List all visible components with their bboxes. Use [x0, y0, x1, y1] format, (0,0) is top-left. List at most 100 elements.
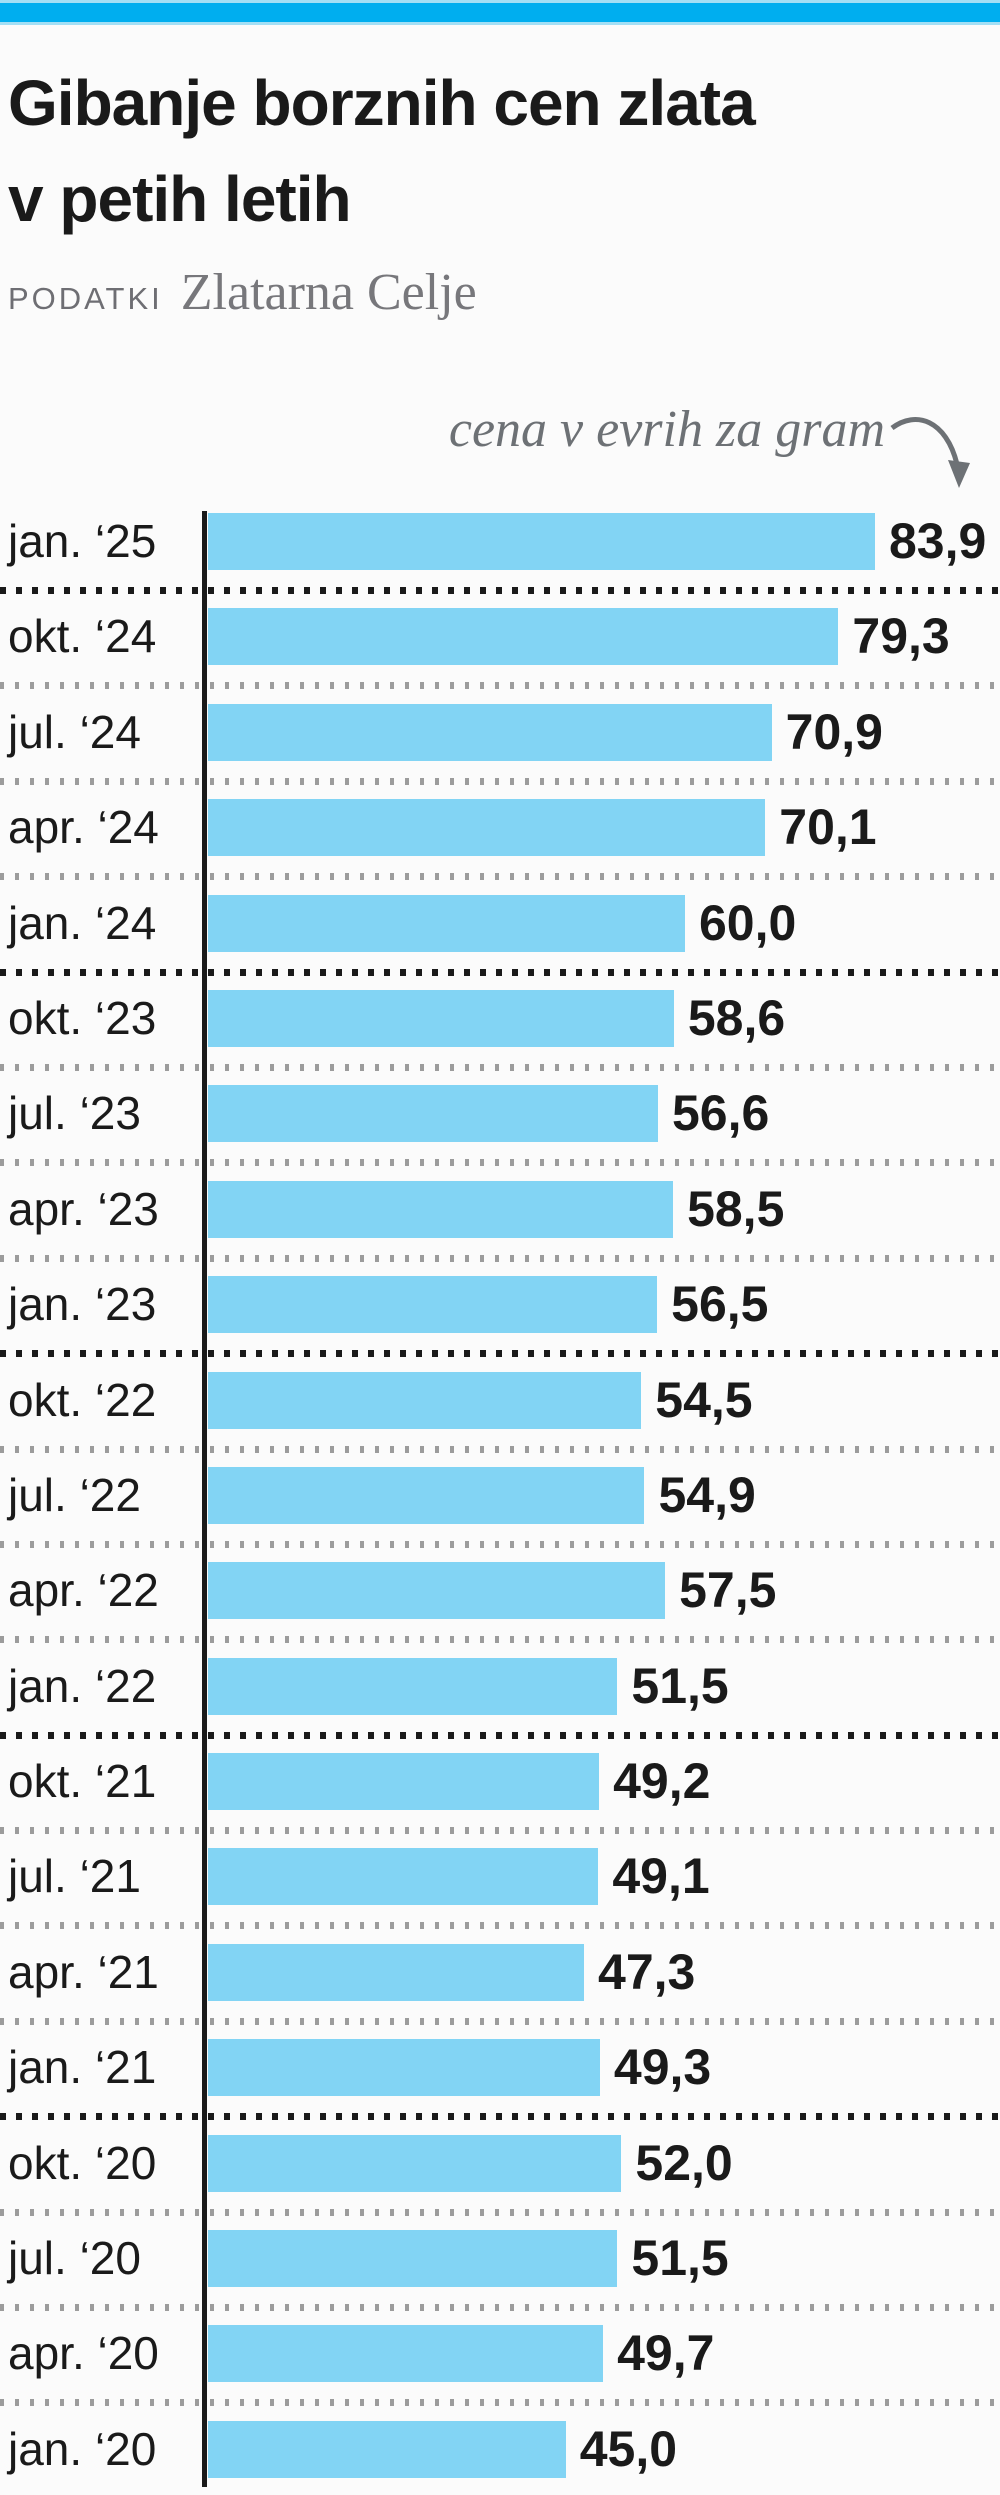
chart-row: jan. ‘23 56,5 — [0, 1266, 1000, 1361]
row-date-label: jul. ‘22 — [8, 1468, 141, 1521]
source-line: PODATKI Zlatarna Celje — [8, 263, 1000, 322]
bar-chart: jan. ‘25 83,9 okt. ‘24 79,3 jul. ‘24 70,… — [0, 503, 1000, 2495]
row-bar-area: 45,0 — [208, 2420, 1000, 2478]
chart-row: jan. ‘20 45,0 — [0, 2411, 1000, 2495]
bar-value-label: 49,3 — [613, 2039, 712, 2096]
title-line-1: Gibanje borznih cen zlata — [8, 67, 756, 139]
bar — [208, 1085, 658, 1143]
axis-unit-annotation: cena v evrih za gram — [448, 401, 885, 458]
bar-value-label: 49,2 — [613, 1753, 711, 1810]
row-separator — [0, 1731, 1000, 1739]
bar — [208, 2134, 622, 2192]
bar-value-label: 79,3 — [852, 608, 950, 665]
bar-value-label: 51,5 — [631, 2230, 729, 2287]
row-separator — [0, 2113, 1000, 2121]
chart-row: jan. ‘21 49,3 — [0, 2029, 1000, 2124]
bar-value-label: 70,9 — [785, 703, 883, 760]
row-date-label: jan. ‘24 — [8, 896, 157, 949]
row-bar-area: 51,5 — [208, 1657, 1000, 1715]
row-date-label: jan. ‘21 — [8, 2041, 157, 2094]
bar-value-label: 70,1 — [779, 799, 877, 856]
row-bar-area: 58,5 — [208, 1180, 1000, 1238]
row-date-label: apr. ‘23 — [8, 1182, 159, 1235]
bar — [208, 1466, 645, 1524]
row-bar-area: 70,1 — [208, 799, 1000, 857]
header: Gibanje borznih cen zlata v petih letih P… — [0, 0, 1000, 322]
row-separator — [0, 2017, 1000, 2025]
bar — [208, 1848, 599, 1906]
row-bar-area: 49,7 — [208, 2325, 1000, 2383]
row-date-label: okt. ‘23 — [8, 991, 157, 1044]
row-date-label: apr. ‘21 — [8, 1945, 159, 1998]
row-date-label: okt. ‘22 — [8, 1373, 157, 1426]
row-date-label: jan. ‘23 — [8, 1278, 157, 1331]
row-separator — [0, 1350, 1000, 1358]
chart-row: jan. ‘24 60,0 — [0, 885, 1000, 980]
bar — [208, 894, 685, 952]
row-date-label: okt. ‘21 — [8, 1755, 157, 1808]
row-date-label: apr. ‘24 — [8, 801, 159, 854]
row-bar-area: 58,6 — [208, 989, 1000, 1047]
chart-row: jan. ‘22 51,5 — [0, 1648, 1000, 1743]
chart-row: apr. ‘22 57,5 — [0, 1552, 1000, 1647]
row-separator — [0, 2399, 1000, 2407]
row-date-label: okt. ‘24 — [8, 610, 157, 663]
chart-row: okt. ‘24 79,3 — [0, 598, 1000, 693]
chart-row: jul. ‘22 54,9 — [0, 1457, 1000, 1552]
annotation-zone: cena v evrih za gram — [0, 312, 1000, 503]
row-separator — [0, 1827, 1000, 1835]
bar — [208, 2325, 604, 2383]
bar-value-label: 58,5 — [687, 1180, 785, 1237]
chart-row: jul. ‘24 70,9 — [0, 694, 1000, 789]
chart-row: okt. ‘20 52,0 — [0, 2125, 1000, 2220]
row-date-label: apr. ‘22 — [8, 1564, 159, 1617]
bar — [208, 703, 772, 761]
row-separator — [0, 587, 1000, 594]
top-accent-bar — [0, 0, 1000, 25]
chart-row: jan. ‘25 83,9 — [0, 503, 1000, 598]
row-bar-area: 49,1 — [208, 1848, 1000, 1906]
title-line-2: v petih letih — [8, 163, 352, 235]
bar-value-label: 56,5 — [671, 1276, 769, 1333]
row-separator — [0, 968, 1000, 976]
bar — [208, 513, 875, 570]
bar-value-label: 49,7 — [617, 2325, 715, 2382]
bar-value-label: 58,6 — [687, 989, 786, 1046]
row-separator — [0, 1445, 1000, 1453]
row-date-label: okt. ‘20 — [8, 2136, 157, 2189]
bar — [208, 799, 766, 857]
row-separator — [0, 1636, 1000, 1644]
row-bar-area: 49,2 — [208, 1753, 1000, 1811]
bar — [208, 608, 839, 666]
curved-arrow-down-icon — [890, 417, 970, 488]
row-separator — [0, 1063, 1000, 1071]
y-axis-line — [202, 511, 207, 2487]
row-separator — [0, 1254, 1000, 1262]
bar-value-label: 45,0 — [579, 2420, 678, 2477]
bar — [208, 1943, 585, 2001]
row-bar-area: 49,3 — [208, 2039, 1000, 2097]
bar — [208, 1276, 658, 1334]
row-date-label: jan. ‘20 — [8, 2422, 157, 2475]
chart-row: okt. ‘22 54,5 — [0, 1362, 1000, 1457]
row-bar-area: 51,5 — [208, 2230, 1000, 2288]
row-bar-area: 56,6 — [208, 1085, 1000, 1143]
bar-value-label: 54,9 — [658, 1466, 756, 1523]
chart-rows: jan. ‘25 83,9 okt. ‘24 79,3 jul. ‘24 70,… — [0, 503, 1000, 2495]
row-bar-area: 70,9 — [208, 703, 1000, 761]
chart-row: jul. ‘20 51,5 — [0, 2220, 1000, 2315]
bar-value-label: 54,5 — [655, 1371, 753, 1428]
bar-value-label: 49,1 — [612, 1848, 710, 1905]
row-separator — [0, 2208, 1000, 2216]
bar — [208, 2039, 600, 2097]
row-bar-area: 54,9 — [208, 1466, 1000, 1524]
row-bar-area: 83,9 — [208, 513, 1000, 570]
bar — [208, 1562, 666, 1620]
row-date-label: jul. ‘21 — [8, 1850, 141, 1903]
row-separator — [0, 873, 1000, 881]
row-separator — [0, 777, 1000, 785]
row-bar-area: 79,3 — [208, 608, 1000, 666]
row-date-label: jan. ‘22 — [8, 1659, 157, 1712]
chart-row: apr. ‘23 58,5 — [0, 1171, 1000, 1266]
bar — [208, 1753, 600, 1811]
